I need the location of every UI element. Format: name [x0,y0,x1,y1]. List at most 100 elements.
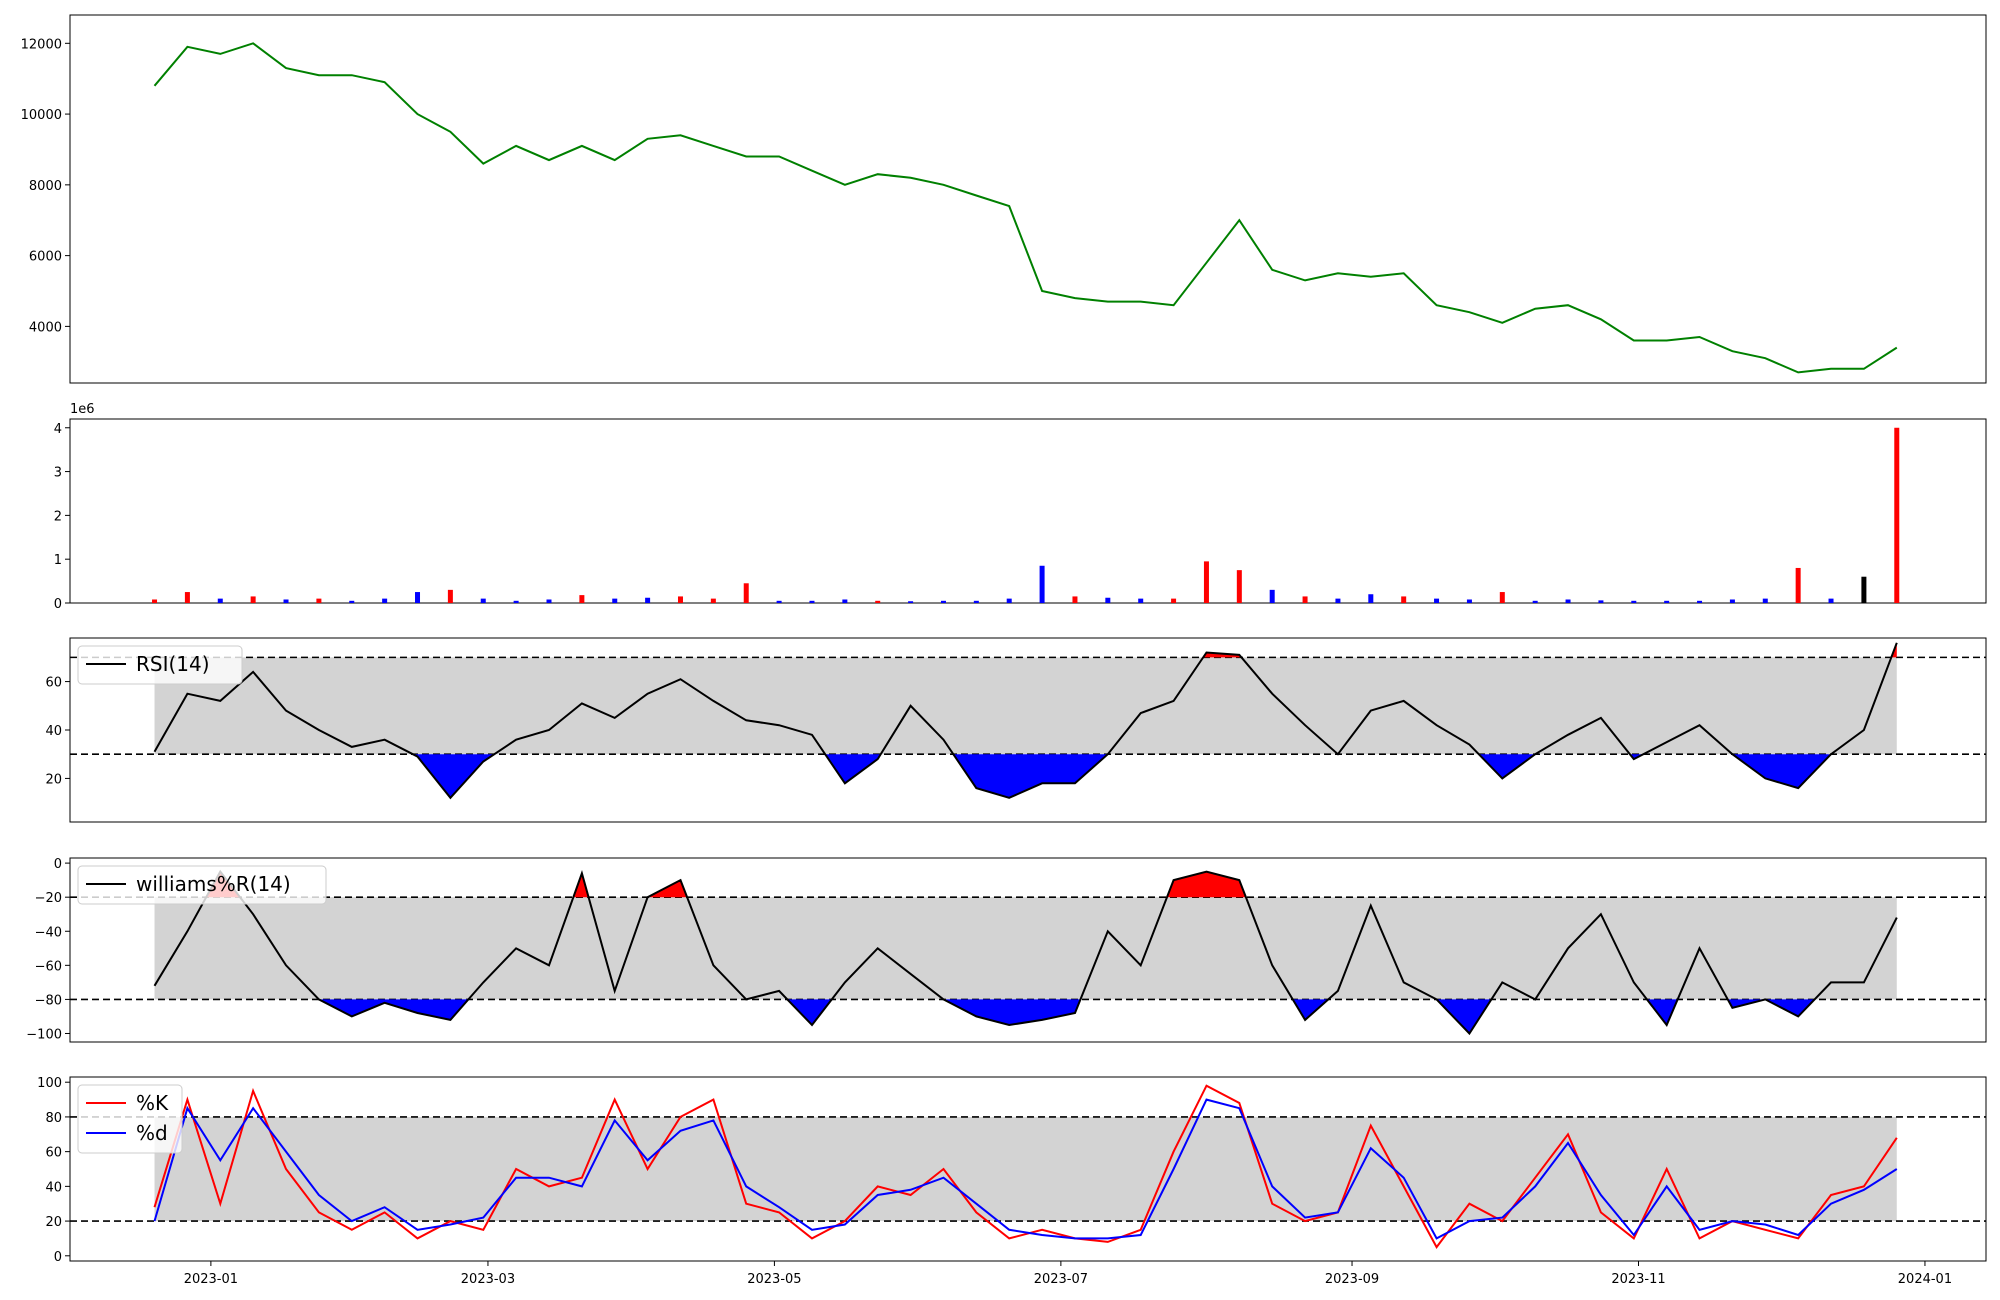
y-tick-label: 2 [54,509,62,524]
volume-bar [1532,600,1538,603]
volume-bar [842,599,848,603]
y-tick-label: 40 [45,724,62,739]
volume-bar [940,600,946,603]
stoch-line-k [153,1084,1898,1249]
volume-bar [776,600,782,603]
volume-bar [447,589,453,603]
volume-bar [546,599,552,603]
volume-bar [612,598,618,603]
y-tick-label: 40 [45,1180,62,1195]
x-axis: 2023-01 2023-03 2023-05 2023-07 2023-09 2023-… [184,1261,1952,1287]
stochastic-panel: 0 20 40 60 80 100 %K %d [37,1076,1987,1265]
price-panel: 4000 6000 8000 10000 12000 [21,14,1987,384]
overbought-fill [206,871,1246,898]
rsi-panel: 20 40 60 RSI(14) [45,637,1987,823]
y-tick-label: 10000 [21,108,62,123]
x-tick-label: 2023-05 [747,1272,801,1287]
y-tick-label: 12000 [21,37,62,52]
legend-label: williams%R(14) [136,872,291,896]
volume-bar [1828,598,1834,603]
y-tick-label: −100 [26,1027,62,1042]
y-tick-label: 20 [45,772,62,787]
volume-bar [1138,598,1144,603]
oversold-fill [318,999,1815,1034]
volume-bar [1072,596,1078,603]
volume-bar [973,600,979,603]
williams-line [153,869,1898,1036]
volume-bar [250,596,256,603]
volume-bar [152,599,158,603]
volume-bar [1631,600,1637,603]
y-tick-label: 20 [45,1215,62,1230]
y-tick-label: −80 [35,993,62,1008]
rsi-line [153,642,1898,800]
volume-bar [1368,594,1374,603]
y-tick-label: 80 [45,1111,62,1126]
volume-bar [480,598,486,603]
volume-bar [1762,598,1768,603]
y-tick-label: 1 [54,553,62,568]
volume-bar [1434,598,1440,603]
y-tick-label: 4000 [29,320,62,335]
volume-panel: 0 1 2 3 4 1e6 [54,402,1987,612]
volume-bar [1236,570,1242,603]
volume-bar [1466,599,1472,603]
volume-bar [1105,597,1111,603]
legend-label: RSI(14) [136,652,210,676]
axes-frame [69,418,1987,604]
volume-bar [1795,567,1801,603]
legend-label: %d [136,1121,168,1145]
legend-box [77,645,243,685]
volume-bar [1729,599,1735,603]
y-tick-label: −60 [35,959,62,974]
volume-bar [184,592,190,603]
stoch-line-d [153,1098,1898,1240]
x-tick-label: 2023-11 [1611,1272,1665,1287]
band-fill [154,897,1897,1000]
volume-bar [809,600,815,603]
volume-bar [1006,598,1012,603]
y-tick-label: 0 [54,857,62,872]
volume-bar [1861,576,1867,603]
volume-bar [1598,600,1604,603]
axes-frame [69,1076,1987,1262]
y-tick-label: 8000 [29,179,62,194]
y-tick-label: 3 [54,466,62,481]
volume-bar [1499,592,1505,603]
y-tick-label: 4 [54,422,62,437]
axes-frame [69,857,1987,1043]
volume-bar [349,600,355,603]
band-fill [154,657,1897,755]
overbought-fill [1203,642,1897,658]
volume-bar [1203,561,1209,603]
volume-bar [1664,600,1670,603]
volume-bar [513,600,519,603]
volume-bar [1269,589,1275,603]
x-tick-label: 2023-03 [461,1272,515,1287]
volume-bar [875,600,881,603]
y-tick-label: 0 [54,597,62,612]
volume-bar [743,583,749,603]
y-tick-label: −40 [35,925,62,940]
band-fill [154,1116,1897,1222]
volume-bar [415,592,421,603]
x-tick-label: 2023-01 [184,1272,238,1287]
axes-frame [69,14,1987,384]
oversold-fill [412,754,1831,798]
y-tick-label: 60 [45,676,62,691]
price-line [153,42,1898,374]
volume-bar [908,601,914,603]
volume-bar [579,595,585,603]
offset-label: 1e6 [70,402,95,417]
volume-bar [1302,596,1308,603]
volume-bar [1171,598,1177,603]
volume-bar [283,599,289,603]
williams-panel: 0 −20 −40 −60 −80 −100 williams%R(14) [26,857,1987,1043]
volume-bar [1039,565,1045,603]
legend: RSI(14) [77,645,243,685]
volume-bar [1335,598,1341,603]
legend: %K %d [77,1084,183,1154]
x-tick-label: 2024-01 [1898,1272,1952,1287]
x-tick-label: 2023-07 [1034,1272,1088,1287]
